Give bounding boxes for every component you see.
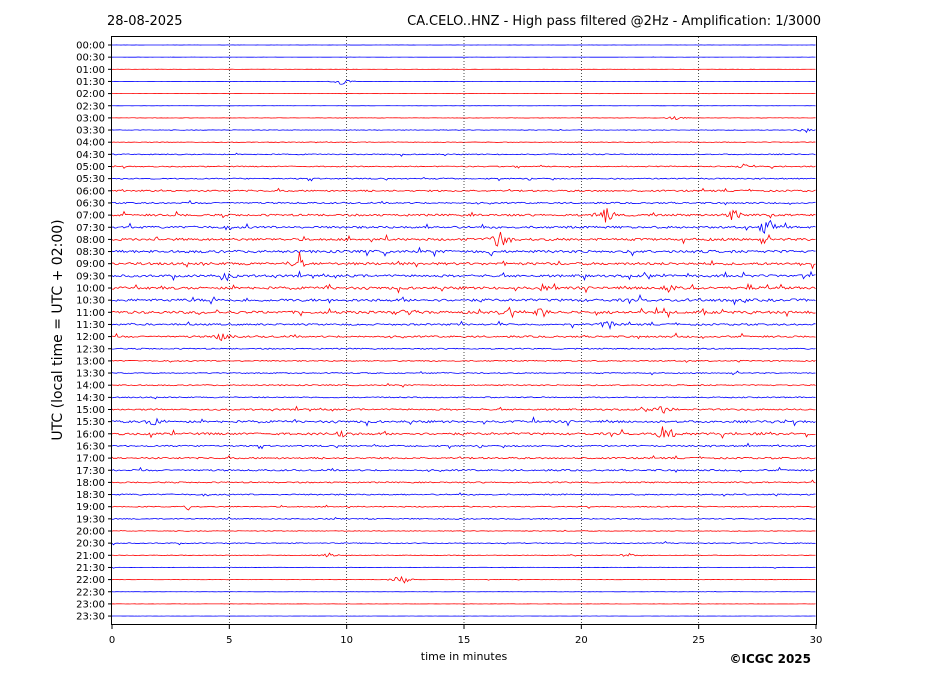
row-label: 15:00	[76, 405, 105, 416]
row-label: 02:30	[76, 101, 105, 112]
trace-row-0530	[111, 176, 816, 182]
row-label: 14:30	[76, 393, 105, 404]
x-tick-label: 25	[692, 635, 705, 646]
row-label: 05:30	[76, 174, 105, 185]
row-label: 15:30	[76, 417, 105, 428]
x-tick-label: 10	[340, 635, 353, 646]
row-label: 10:00	[76, 284, 105, 295]
row-label: 11:30	[76, 320, 105, 331]
x-tick-label: 5	[226, 635, 232, 646]
plot-frame	[111, 36, 817, 625]
x-tick-label: 20	[575, 635, 588, 646]
trace-row-0300	[111, 115, 816, 120]
trace-row-1700	[111, 455, 816, 460]
trace-row-0830	[111, 246, 816, 258]
row-label: 22:00	[76, 575, 105, 586]
row-label: 22:30	[76, 587, 105, 598]
row-label: 21:00	[76, 551, 105, 562]
x-tick-label: 30	[810, 635, 823, 646]
row-label: 07:00	[76, 211, 105, 222]
copyright-label: ©ICGC 2025	[729, 652, 811, 666]
row-label: 18:30	[76, 490, 105, 501]
trace-row-0900	[111, 251, 816, 270]
row-label: 01:30	[76, 77, 105, 88]
trace-row-1800	[111, 479, 816, 484]
row-label: 23:30	[76, 612, 105, 623]
vertical-gridlines	[228, 37, 700, 624]
row-label: 21:30	[76, 563, 105, 574]
trace-row-2100	[111, 552, 816, 558]
trace-row-1630	[111, 442, 816, 450]
row-label: 13:00	[76, 356, 105, 367]
row-label: 07:30	[76, 223, 105, 234]
trace-row-1100	[111, 306, 816, 319]
row-label: 20:30	[76, 539, 105, 550]
row-label: 08:00	[76, 235, 105, 246]
trace-row-2030	[111, 540, 816, 546]
row-label: 01:00	[76, 65, 105, 76]
date-label: 28-08-2025	[107, 14, 183, 29]
row-label: 20:00	[76, 527, 105, 538]
row-label: 10:30	[76, 296, 105, 307]
row-label: 00:00	[76, 41, 105, 52]
trace-row-1830	[111, 492, 816, 497]
y-axis-label: UTC (local time = UTC + 02:00)	[50, 219, 66, 440]
trace-row-1130	[111, 320, 816, 330]
row-label: 05:00	[76, 162, 105, 173]
row-label: 03:30	[76, 126, 105, 137]
trace-row-1030	[111, 294, 816, 306]
x-axis-label: time in minutes	[421, 650, 508, 663]
x-tick-label: 15	[458, 635, 471, 646]
row-label: 19:30	[76, 514, 105, 525]
row-label: 12:00	[76, 332, 105, 343]
row-label: 06:30	[76, 198, 105, 209]
row-label: 16:00	[76, 429, 105, 440]
trace-row-2000	[111, 529, 816, 532]
trace-row-1330	[111, 370, 816, 376]
row-label: 13:30	[76, 369, 105, 380]
trace-row-0130	[111, 80, 816, 85]
row-label: 09:00	[76, 259, 105, 270]
row-label: 16:30	[76, 441, 105, 452]
row-label: 02:00	[76, 89, 105, 100]
trace-row-1000	[111, 282, 816, 294]
trace-row-0800	[111, 231, 816, 247]
row-label: 17:30	[76, 466, 105, 477]
row-label: 06:00	[76, 186, 105, 197]
row-label: 03:00	[76, 113, 105, 124]
row-label: 17:00	[76, 454, 105, 465]
row-label: 12:30	[76, 344, 105, 355]
trace-row-2130	[111, 566, 816, 569]
trace-row-0930	[111, 270, 816, 282]
row-label: 00:30	[76, 53, 105, 64]
row-label: 11:00	[76, 308, 105, 319]
trace-row-2200	[111, 575, 816, 584]
row-label: 23:00	[76, 599, 105, 610]
trace-row-0730	[111, 219, 816, 234]
chart-title: CA.CELO..HNZ - High pass filtered @2Hz -…	[407, 14, 821, 29]
row-label: 09:30	[76, 271, 105, 282]
row-label: 14:00	[76, 381, 105, 392]
row-label: 08:30	[76, 247, 105, 258]
trace-row-1300	[111, 359, 816, 363]
x-axis-ticks: 0 5 10 15 20 25 30	[109, 625, 823, 646]
trace-row-1900	[111, 504, 816, 511]
row-label: 04:00	[76, 138, 105, 149]
trace-row-1230	[111, 347, 816, 350]
row-label: 18:00	[76, 478, 105, 489]
x-tick-label: 0	[109, 635, 115, 646]
row-label: 04:30	[76, 150, 105, 161]
row-label: 19:00	[76, 502, 105, 513]
